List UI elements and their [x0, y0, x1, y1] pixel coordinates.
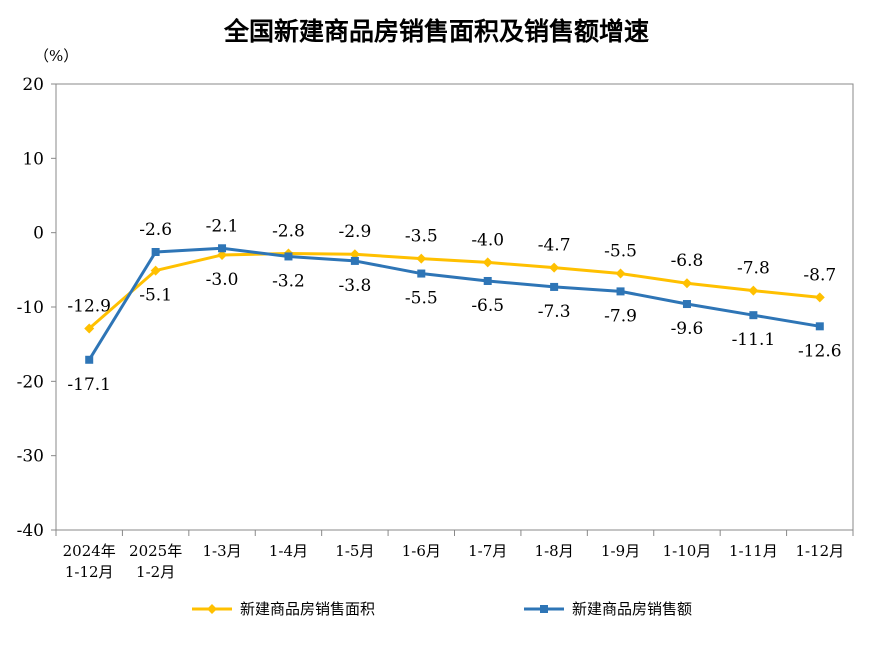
series-2-data-label: -2.1 [206, 216, 239, 236]
series-1-point [217, 249, 228, 260]
series-2-point [284, 252, 293, 261]
y-tick-label: -30 [17, 447, 44, 467]
x-tick-label: 1-7月 [468, 542, 507, 560]
x-tick-label: 1-5月 [335, 542, 374, 560]
series-1-point [482, 257, 493, 268]
series-layer: -12.9 -5.1 -3.0 -2.8 -2.9 -3.5 -4.0 -4.7 -5.5 -6.… [67, 216, 841, 395]
series-1-point [416, 253, 427, 264]
y-axis-unit-label: （%） [34, 47, 78, 65]
y-tick-label: -40 [17, 521, 44, 541]
series-1-data-label: -2.8 [272, 221, 305, 241]
series-2-data-label: -5.5 [405, 289, 438, 309]
plot-area-frame [55, 83, 854, 531]
series-1-data-label: -7.8 [737, 259, 770, 279]
legend-marker-1 [207, 604, 217, 614]
y-tick-label: -10 [17, 298, 44, 318]
legend-label-1: 新建商品房销售面积 [240, 600, 375, 618]
series-2-data-label: -6.5 [471, 296, 504, 316]
series-1-point [748, 285, 759, 296]
series-2-data-label: -2.6 [139, 220, 172, 240]
series-line-1 [88, 251, 820, 330]
series-2-data-label: -11.1 [732, 330, 776, 350]
series-1-point [549, 262, 560, 273]
x-tick-label: 1-4月 [269, 542, 308, 560]
series-2-point [815, 322, 824, 331]
series-2-point [749, 311, 758, 320]
series-1-point [349, 249, 360, 260]
x-tick-label: 1-2月 [136, 563, 175, 581]
series-1-data-label: -12.9 [67, 297, 111, 317]
series-line-2 [87, 246, 821, 361]
x-tick-label: 1-12月 [795, 542, 844, 560]
y-tick-label: 20 [22, 75, 44, 95]
series-2-data-label: -7.9 [604, 306, 637, 326]
y-tick-label: 10 [22, 149, 44, 169]
y-tick-label: -20 [17, 372, 44, 392]
series-1-point [150, 265, 161, 276]
series-2-point [151, 247, 160, 256]
series-2-data-label: -9.6 [671, 319, 704, 339]
series-1-data-label: -6.8 [671, 251, 704, 271]
x-tick-label: 1-8月 [535, 542, 574, 560]
series-1-data-label: -5.1 [139, 286, 172, 306]
x-axis: 2024年 1-12月 2025年 1-2月 1-3月 1-4月 1-5月 1-6月 1-7月 1… [55, 530, 854, 581]
legend-marker-2 [540, 605, 548, 613]
series-1-data-label: -2.9 [338, 222, 371, 242]
x-tick-label: 1-11月 [729, 542, 778, 560]
x-tick-label: 1-9月 [601, 542, 640, 560]
series-1-data-label: -3.5 [405, 227, 438, 247]
y-tick-label: 0 [33, 224, 44, 244]
x-tick-label: 1-3月 [202, 542, 241, 560]
series-2-data-label: -3.2 [272, 271, 305, 291]
series-1-data-label: -8.7 [803, 265, 836, 285]
series-2-point [616, 287, 625, 296]
series-2-point [85, 355, 94, 364]
legend: 新建商品房销售面积 新建商品房销售额 [192, 600, 692, 618]
x-tick-label: 2024年 [63, 542, 116, 560]
series-2-point [483, 276, 492, 285]
chart-title: 全国新建商品房销售面积及销售额增速 [223, 17, 649, 46]
series-2-data-label: -3.8 [338, 276, 371, 296]
series-2-point [218, 244, 227, 253]
series-2-data-label: -17.1 [67, 375, 111, 395]
series-2-point [350, 256, 359, 265]
series-1-data-label: -5.5 [604, 242, 637, 262]
x-tick-label: 1-6月 [402, 542, 441, 560]
series-2-point [550, 282, 559, 291]
series-2-data-label: -12.6 [798, 341, 842, 361]
series-1-data-label: -4.7 [538, 236, 571, 256]
series-1-data-label: -4.0 [471, 230, 504, 250]
x-tick-label: 1-10月 [663, 542, 712, 560]
series-1-point [681, 278, 692, 289]
series-2-point [682, 300, 691, 309]
series-1-point [814, 292, 825, 303]
x-tick-label: 2025年 [129, 542, 182, 560]
series-1-point [615, 268, 626, 279]
series-1-point [84, 323, 95, 334]
series-1-data-label: -3.0 [206, 270, 239, 290]
y-axis: 20 10 0 -10 -20 -30 -40 [17, 75, 56, 541]
series-2-data-label: -7.3 [538, 302, 571, 322]
x-tick-label: 1-12月 [65, 563, 114, 581]
legend-label-2: 新建商品房销售额 [572, 600, 692, 618]
series-2-point [417, 269, 426, 278]
